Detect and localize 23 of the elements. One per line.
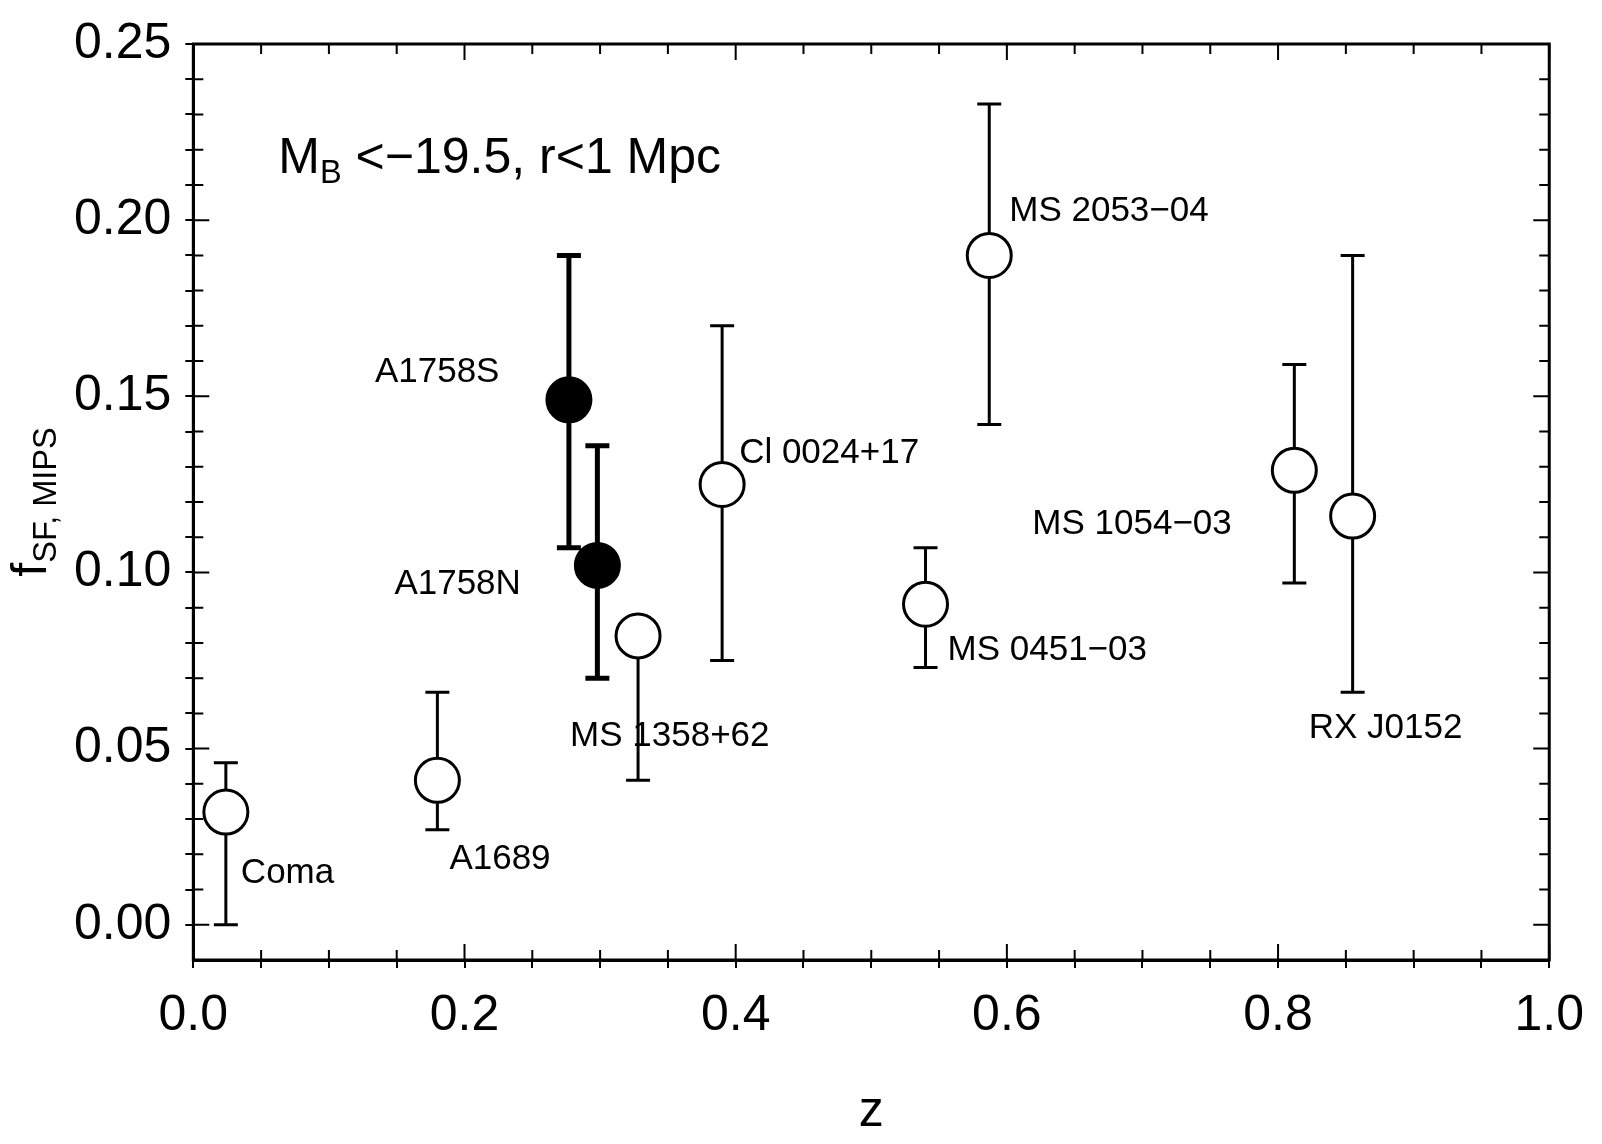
- x-tick-label: 0.2: [429, 984, 500, 1041]
- annotation: RX J0152: [1308, 705, 1463, 745]
- annotation: A1758N: [394, 562, 521, 602]
- x-tick-label: 0.0: [158, 984, 229, 1041]
- y-tick-label: 0.15: [73, 365, 172, 422]
- x-tick-label: 1.0: [1514, 984, 1584, 1041]
- annotation: MS 0451−03: [947, 627, 1147, 667]
- annotation: MS 2053−04: [1009, 189, 1209, 229]
- annotation: MS 1054−03: [1032, 501, 1232, 541]
- annotation: Coma: [240, 850, 335, 890]
- y-axis-title: fSF, MIPS: [0, 427, 63, 577]
- annotation: Cl 0024+17: [739, 431, 920, 471]
- x-tick-label: 0.8: [1243, 984, 1313, 1041]
- y-tick-label: 0.00: [73, 893, 172, 950]
- y-tick-label: 0.05: [73, 717, 172, 774]
- y-tick-label: 0.10: [73, 541, 172, 598]
- x-tick-label: 0.4: [700, 984, 771, 1041]
- y-tick-label: 0.20: [73, 188, 172, 245]
- annotation: A1689: [449, 836, 551, 876]
- x-axis-title: z: [858, 1080, 884, 1137]
- annotation: A1758S: [374, 350, 500, 390]
- y-tick-label: 0.25: [73, 12, 172, 69]
- x-tick-label: 0.6: [972, 984, 1042, 1041]
